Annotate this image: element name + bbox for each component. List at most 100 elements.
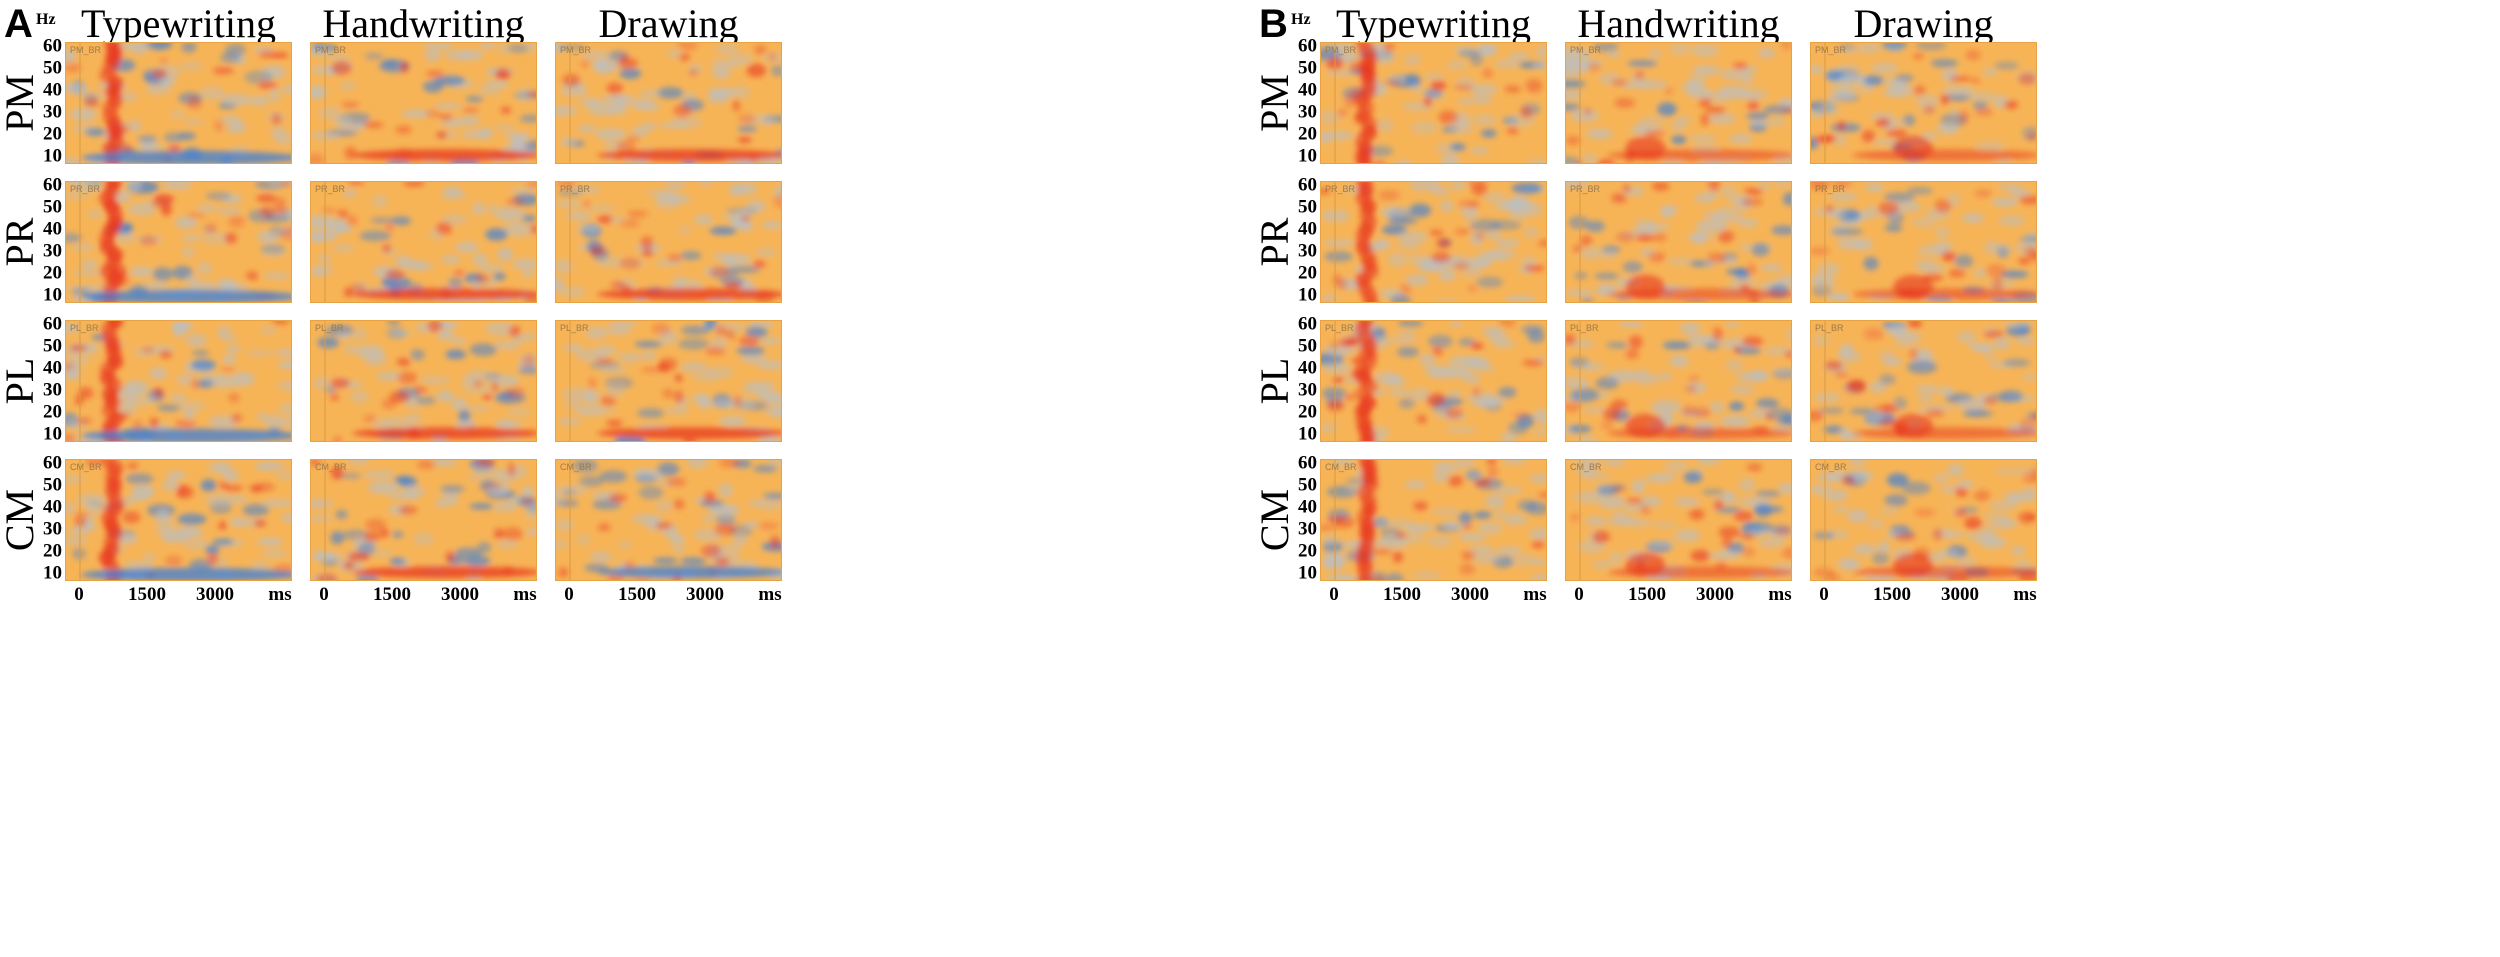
row-label: PL bbox=[1252, 357, 1297, 405]
y-tick-label: 40 bbox=[43, 357, 62, 379]
y-tick-label: 20 bbox=[43, 123, 62, 145]
condition-tag: PM_BR bbox=[315, 45, 347, 55]
x-tick-label: 3000 bbox=[441, 584, 479, 605]
time-frequency-map: PR_BR bbox=[1810, 181, 2037, 303]
y-tick-label: 10 bbox=[43, 423, 62, 445]
column-title: Handwriting bbox=[1577, 1, 1780, 46]
y-tick-label: 50 bbox=[1298, 57, 1317, 79]
y-tick-label: 10 bbox=[1298, 145, 1317, 167]
x-tick-label: 1500 bbox=[1873, 584, 1911, 605]
y-tick-label: 30 bbox=[1298, 518, 1317, 540]
x-tick-label: 0 bbox=[319, 584, 329, 605]
y-tick-label: 30 bbox=[1298, 379, 1317, 401]
y-tick-label: 40 bbox=[43, 79, 62, 101]
row-label: CM bbox=[0, 488, 42, 552]
time-frequency-map: PL_BR bbox=[555, 320, 782, 442]
x-unit-label: ms bbox=[2013, 584, 2037, 605]
time-frequency-map: PL_BR bbox=[65, 320, 292, 442]
y-tick-label: 60 bbox=[43, 174, 62, 196]
time-frequency-map: PR_BR bbox=[310, 181, 537, 303]
condition-tag: PL_BR bbox=[1325, 323, 1354, 333]
y-tick-label: 40 bbox=[1298, 496, 1317, 518]
column-title: Drawing bbox=[1853, 1, 1994, 46]
x-tick-label: 0 bbox=[564, 584, 574, 605]
time-frequency-map: PM_BR bbox=[310, 42, 537, 164]
y-tick-label: 10 bbox=[1298, 562, 1317, 584]
x-tick-label: 1500 bbox=[128, 584, 166, 605]
time-frequency-map: PM_BR bbox=[65, 42, 292, 164]
time-frequency-map: PM_BR bbox=[1320, 42, 1547, 164]
y-tick-label: 30 bbox=[1298, 240, 1317, 262]
condition-tag: PM_BR bbox=[560, 45, 592, 55]
column-title: Typewriting bbox=[81, 1, 276, 46]
time-frequency-map: PL_BR bbox=[1565, 320, 1792, 442]
x-tick-label: 3000 bbox=[1451, 584, 1489, 605]
time-frequency-map: CM_BR bbox=[555, 459, 782, 581]
y-tick-label: 40 bbox=[43, 218, 62, 240]
condition-tag: PL_BR bbox=[560, 323, 589, 333]
x-tick-label: 1500 bbox=[1628, 584, 1666, 605]
condition-tag: PL_BR bbox=[315, 323, 344, 333]
x-unit-label: ms bbox=[758, 584, 782, 605]
row-label: CM bbox=[1252, 488, 1297, 552]
column-title: Handwriting bbox=[322, 1, 525, 46]
condition-tag: CM_BR bbox=[1815, 462, 1847, 472]
condition-tag: PL_BR bbox=[1570, 323, 1599, 333]
row-label: PR bbox=[1252, 217, 1297, 267]
y-tick-label: 50 bbox=[1298, 335, 1317, 357]
x-tick-label: 3000 bbox=[196, 584, 234, 605]
time-frequency-map: PM_BR bbox=[1565, 42, 1792, 164]
y-tick-label: 50 bbox=[43, 196, 62, 218]
y-tick-label: 10 bbox=[43, 284, 62, 306]
frequency-unit-label: Hz bbox=[1291, 11, 1311, 28]
time-frequency-map: PR_BR bbox=[65, 181, 292, 303]
y-tick-label: 30 bbox=[43, 240, 62, 262]
condition-tag: PR_BR bbox=[315, 184, 346, 194]
time-frequency-map: PR_BR bbox=[1565, 181, 1792, 303]
x-tick-label: 3000 bbox=[1696, 584, 1734, 605]
y-tick-label: 60 bbox=[1298, 174, 1317, 196]
condition-tag: PR_BR bbox=[1815, 184, 1846, 194]
x-unit-label: ms bbox=[513, 584, 537, 605]
x-tick-label: 0 bbox=[1329, 584, 1339, 605]
time-frequency-map: PM_BR bbox=[1810, 42, 2037, 164]
condition-tag: PL_BR bbox=[1815, 323, 1844, 333]
y-tick-label: 10 bbox=[1298, 423, 1317, 445]
x-tick-label: 1500 bbox=[1383, 584, 1421, 605]
x-tick-label: 1500 bbox=[618, 584, 656, 605]
y-tick-label: 40 bbox=[1298, 79, 1317, 101]
y-tick-label: 50 bbox=[1298, 474, 1317, 496]
y-tick-label: 40 bbox=[43, 496, 62, 518]
y-tick-label: 50 bbox=[43, 57, 62, 79]
column-title: Typewriting bbox=[1336, 1, 1531, 46]
condition-tag: PM_BR bbox=[1325, 45, 1357, 55]
y-tick-label: 60 bbox=[1298, 452, 1317, 474]
row-label: PM bbox=[0, 74, 42, 132]
x-tick-label: 0 bbox=[1819, 584, 1829, 605]
x-unit-label: ms bbox=[268, 584, 292, 605]
condition-tag: CM_BR bbox=[70, 462, 102, 472]
x-tick-label: 3000 bbox=[686, 584, 724, 605]
time-frequency-map: PR_BR bbox=[555, 181, 782, 303]
condition-tag: PM_BR bbox=[1570, 45, 1602, 55]
x-tick-label: 3000 bbox=[1941, 584, 1979, 605]
time-frequency-map: PL_BR bbox=[1810, 320, 2037, 442]
y-tick-label: 50 bbox=[1298, 196, 1317, 218]
condition-tag: CM_BR bbox=[315, 462, 347, 472]
x-tick-label: 1500 bbox=[373, 584, 411, 605]
time-frequency-map: CM_BR bbox=[65, 459, 292, 581]
y-tick-label: 60 bbox=[1298, 313, 1317, 335]
y-tick-label: 30 bbox=[43, 518, 62, 540]
condition-tag: PR_BR bbox=[70, 184, 101, 194]
time-frequency-map: CM_BR bbox=[1320, 459, 1547, 581]
y-tick-label: 10 bbox=[1298, 284, 1317, 306]
frequency-unit-label: Hz bbox=[36, 11, 56, 28]
y-tick-label: 20 bbox=[1298, 401, 1317, 423]
y-tick-label: 20 bbox=[1298, 262, 1317, 284]
row-label: PL bbox=[0, 357, 42, 405]
condition-tag: PL_BR bbox=[70, 323, 99, 333]
y-tick-label: 60 bbox=[1298, 35, 1317, 57]
y-tick-label: 40 bbox=[1298, 357, 1317, 379]
y-tick-label: 60 bbox=[43, 35, 62, 57]
column-title: Drawing bbox=[598, 1, 739, 46]
